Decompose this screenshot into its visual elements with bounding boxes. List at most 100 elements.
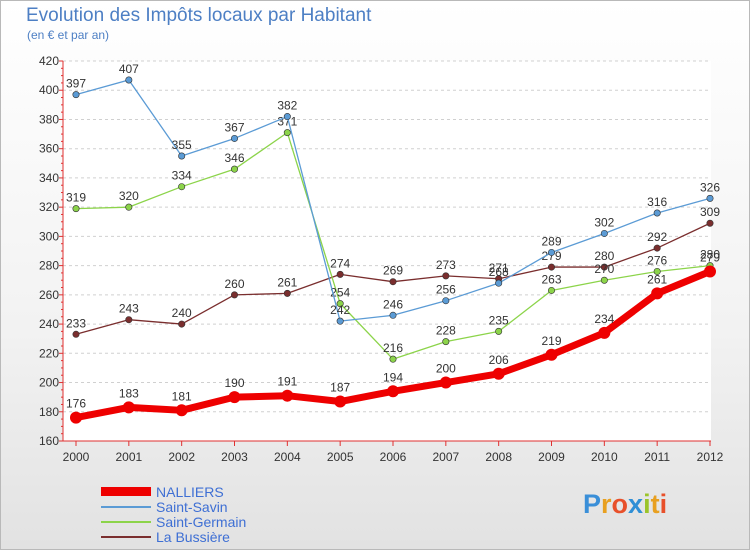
data-point-saint-germain [125, 203, 133, 211]
data-point-saint-savin [125, 76, 133, 84]
data-point-nalliers [122, 401, 135, 414]
data-label-saint-germain: 235 [489, 313, 509, 327]
data-point-la-bussi-re [178, 320, 186, 328]
data-point-la-bussi-re [442, 272, 450, 280]
data-label-saint-savin: 397 [66, 77, 86, 91]
data-point-la-bussi-re [389, 278, 397, 286]
data-point-saint-germain [547, 286, 555, 294]
data-label-saint-germain: 319 [66, 191, 86, 205]
logo-letter: x [628, 489, 644, 519]
x-tick-label: 2004 [274, 450, 301, 464]
data-point-la-bussi-re [125, 316, 133, 324]
data-label-nalliers: 219 [541, 334, 561, 348]
data-point-nalliers [70, 411, 82, 424]
data-label-la-bussi-re: 280 [594, 249, 614, 263]
data-label-la-bussi-re: 260 [224, 277, 244, 291]
data-label-nalliers: 279 [700, 250, 720, 264]
data-label-saint-savin: 367 [224, 120, 244, 134]
data-point-la-bussi-re [547, 263, 555, 271]
logo-letter: r [601, 489, 612, 519]
data-point-nalliers [704, 265, 716, 278]
data-label-saint-germain: 228 [436, 324, 456, 338]
chart-subtitle: (en € et par an) [27, 28, 110, 42]
data-label-saint-savin: 382 [277, 99, 297, 113]
proxiti-logo: Proxiti [583, 489, 667, 520]
x-tick-label: 2000 [63, 450, 90, 464]
legend-item-saint-germain[interactable]: Saint-Germain [101, 513, 247, 530]
y-tick-label: 360 [39, 142, 59, 156]
y-tick-label: 220 [39, 346, 59, 360]
x-tick-label: 2005 [327, 450, 354, 464]
legend-label-la-bussiere: La Bussière [156, 528, 230, 545]
data-label-nalliers: 261 [647, 272, 667, 286]
data-point-la-bussi-re [231, 291, 239, 299]
y-tick-label: 240 [39, 317, 59, 331]
legend-swatch-saint-savin [101, 505, 151, 508]
data-label-saint-savin: 246 [383, 297, 403, 311]
data-point-saint-savin [653, 209, 661, 217]
legend-item-nalliers[interactable]: NALLIERS [101, 484, 246, 500]
x-tick-label: 2012 [697, 450, 724, 464]
data-label-nalliers: 183 [119, 386, 139, 400]
data-point-nalliers [492, 367, 505, 380]
data-label-saint-germain: 346 [224, 151, 244, 165]
y-tick-label: 320 [39, 200, 59, 214]
plot-area [63, 61, 711, 441]
x-tick-label: 2003 [221, 450, 248, 464]
data-point-saint-germain [336, 300, 344, 308]
data-label-nalliers: 187 [330, 381, 350, 395]
logo-letter: P [583, 489, 602, 519]
data-label-la-bussi-re: 233 [66, 316, 86, 330]
legend-item-saint-savin[interactable]: Saint-Savin [101, 499, 246, 515]
data-label-nalliers: 194 [383, 370, 403, 384]
legend: NALLIERS Saint-Savin Saint-Germain La Bu… [101, 484, 247, 545]
data-label-saint-savin: 326 [700, 180, 720, 194]
logo-letter: i [643, 489, 651, 519]
y-tick-label: 340 [39, 171, 59, 185]
x-tick-label: 2002 [168, 450, 195, 464]
legend-swatch-saint-germain [101, 520, 151, 523]
data-label-la-bussi-re: 279 [541, 249, 561, 263]
data-point-la-bussi-re [600, 263, 608, 271]
data-label-saint-germain: 216 [383, 341, 403, 355]
data-point-nalliers [175, 404, 188, 417]
data-point-saint-savin [231, 134, 239, 142]
data-label-nalliers: 200 [436, 362, 456, 376]
data-point-saint-savin [442, 297, 450, 305]
y-tick-label: 260 [39, 288, 59, 302]
data-point-saint-germain [653, 267, 661, 275]
data-point-saint-savin [178, 152, 186, 160]
data-label-saint-germain: 280 [700, 248, 720, 262]
y-tick-label: 380 [39, 112, 59, 126]
data-point-la-bussi-re [336, 270, 344, 278]
data-point-nalliers [334, 395, 347, 408]
data-point-saint-germain [600, 276, 608, 284]
data-point-saint-germain [178, 183, 186, 191]
data-point-saint-savin [706, 194, 714, 202]
data-point-saint-savin [495, 279, 503, 287]
x-tick-label: 2009 [538, 450, 565, 464]
legend-swatch-la-bussiere [101, 535, 151, 538]
data-label-la-bussi-re: 271 [489, 261, 509, 275]
data-label-nalliers: 181 [172, 389, 192, 403]
data-label-la-bussi-re: 269 [383, 264, 403, 278]
legend-swatch-nalliers [101, 487, 151, 496]
data-point-saint-savin [547, 248, 555, 256]
y-tick-label: 200 [39, 376, 59, 390]
data-label-saint-savin: 289 [541, 234, 561, 248]
data-label-saint-savin: 302 [594, 215, 614, 229]
legend-item-la-bussiere[interactable]: La Bussière [101, 528, 246, 545]
data-label-nalliers: 176 [66, 397, 86, 411]
x-tick-label: 2001 [115, 450, 142, 464]
data-label-nalliers: 191 [277, 375, 297, 389]
data-point-saint-germain [442, 338, 450, 346]
data-point-la-bussi-re [72, 330, 80, 338]
y-tick-label: 160 [39, 434, 59, 448]
data-label-saint-savin: 256 [436, 283, 456, 297]
data-label-saint-germain: 263 [541, 272, 561, 286]
y-tick-label: 420 [39, 54, 59, 68]
data-point-saint-germain [389, 355, 397, 363]
data-label-saint-germain: 276 [647, 253, 667, 267]
legend-label-saint-germain: Saint-Germain [156, 513, 247, 530]
